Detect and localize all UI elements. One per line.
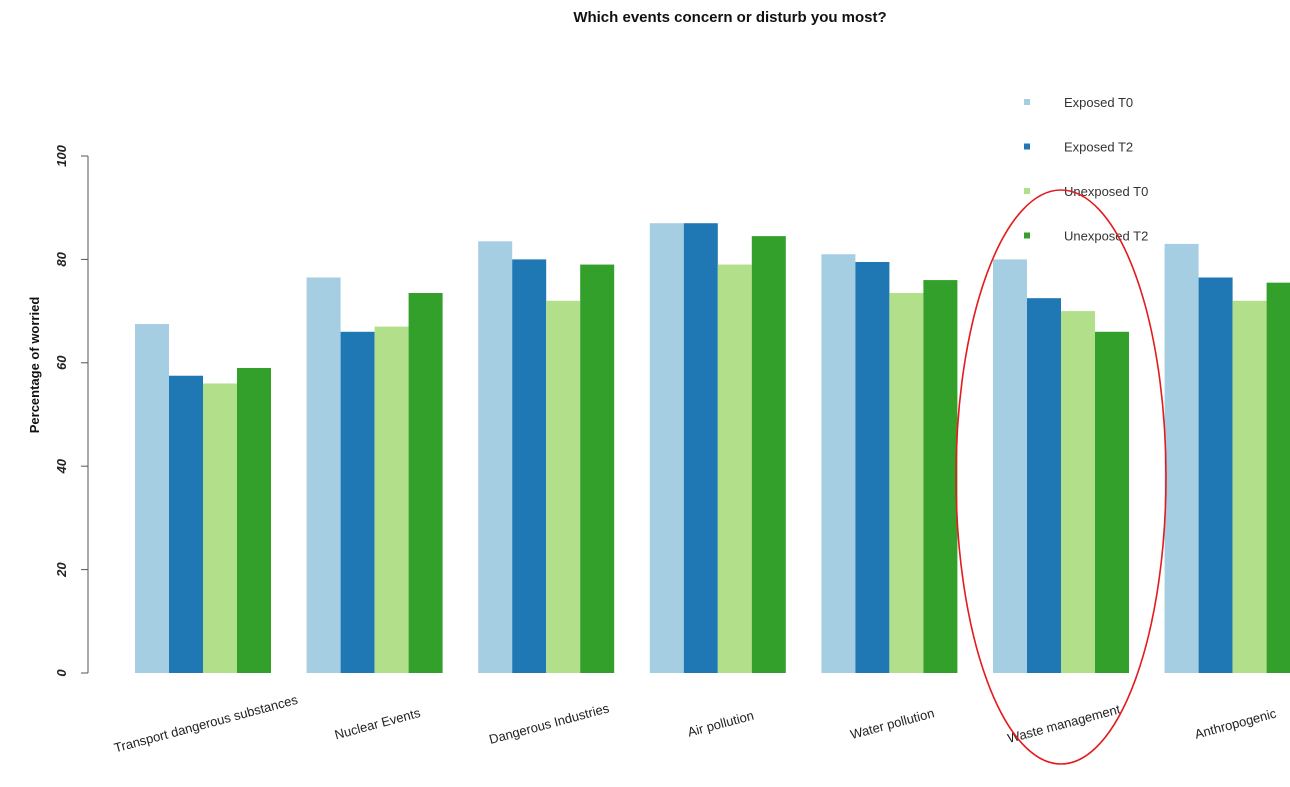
y-tick-label: 100 <box>54 144 69 166</box>
y-tick-label: 80 <box>54 251 69 266</box>
bar <box>993 259 1027 673</box>
legend-swatch <box>1024 99 1030 105</box>
legend-swatch <box>1024 232 1030 239</box>
legend: Exposed T0 Exposed T2 Unexposed T0 Unexpose… <box>1024 95 1148 244</box>
bar <box>169 375 203 673</box>
x-axis-ticks: Transport dangerous substances Nuclear Ev… <box>112 692 1278 756</box>
legend-swatch <box>1024 188 1030 194</box>
bar <box>1061 311 1095 673</box>
legend-swatch <box>1024 143 1030 150</box>
annotations <box>955 189 1167 765</box>
legend-label: Exposed T0 <box>1064 95 1133 110</box>
bar <box>1266 282 1290 673</box>
bar <box>683 223 718 673</box>
bar <box>306 277 341 673</box>
y-tick-label: 40 <box>54 458 69 474</box>
x-tick-label: Air pollution <box>686 708 756 740</box>
bar <box>649 223 684 673</box>
bar <box>1164 243 1199 673</box>
bar <box>717 264 752 673</box>
bar <box>580 264 615 673</box>
y-tick-label: 0 <box>54 669 69 677</box>
bar <box>923 280 958 673</box>
y-axis-label: Percentage of worried <box>27 297 42 434</box>
y-axis: 0 20 40 60 80 100 <box>54 144 89 677</box>
legend-label: Unexposed T0 <box>1064 184 1148 199</box>
x-tick-label: Transport dangerous substances <box>112 692 299 756</box>
bar <box>237 367 271 673</box>
x-tick-label: Nuclear Events <box>333 705 423 742</box>
bar <box>408 293 443 673</box>
bar <box>889 293 924 673</box>
bar <box>1027 298 1061 673</box>
bar <box>546 300 581 673</box>
bar <box>478 241 513 673</box>
x-tick-label: Anthropogenic <box>1193 705 1278 741</box>
bar <box>203 383 237 673</box>
bar <box>821 254 856 674</box>
bar <box>374 326 409 673</box>
bar <box>1232 300 1267 673</box>
y-tick-label: 20 <box>54 562 69 578</box>
bar <box>751 236 786 673</box>
bar <box>855 261 890 673</box>
x-tick-label: Dangerous Industries <box>487 700 611 747</box>
highlight-ellipse <box>955 189 1167 765</box>
chart-title: Which events concern or disturb you most… <box>573 9 886 26</box>
y-tick-label: 60 <box>54 355 69 370</box>
bar <box>1095 331 1129 673</box>
bar <box>340 331 375 673</box>
bar <box>135 324 169 673</box>
bar <box>1198 277 1233 673</box>
legend-label: Unexposed T2 <box>1064 229 1148 244</box>
bar <box>512 259 547 673</box>
legend-label: Exposed T2 <box>1064 140 1133 155</box>
bars <box>135 223 1290 674</box>
x-tick-label: Water pollution <box>849 705 936 742</box>
